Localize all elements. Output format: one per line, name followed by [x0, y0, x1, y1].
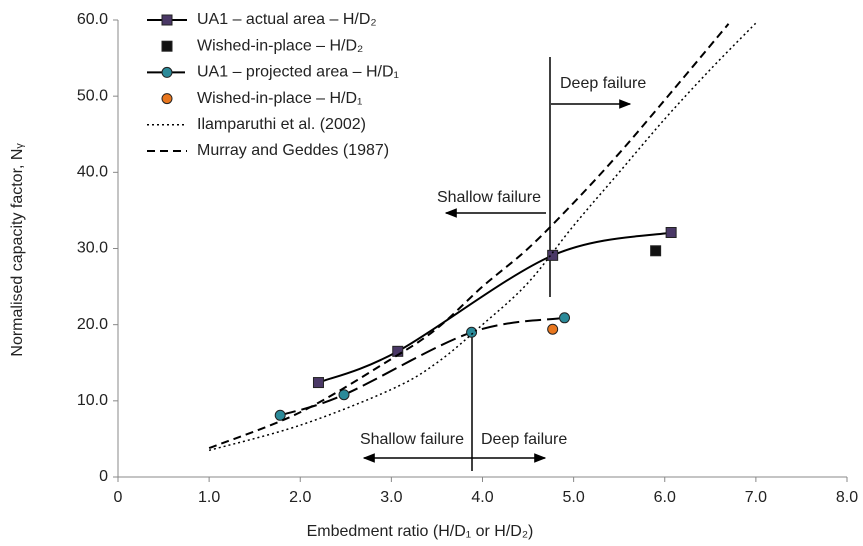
marker — [338, 389, 350, 401]
marker — [161, 66, 173, 78]
marker — [161, 93, 173, 105]
annotation: Deep failure — [481, 431, 567, 448]
annotation: Shallow failure — [437, 189, 541, 206]
marker — [161, 14, 173, 26]
y-tick-label: 50.0 — [77, 87, 108, 104]
marker — [312, 377, 324, 389]
legend-label: Murray and Geddes (1987) — [197, 142, 389, 159]
x-tick-label: 0 — [114, 489, 123, 506]
y-tick-label: 30.0 — [77, 240, 108, 257]
x-axis-label: Embedment ratio (H/D₁ or H/D₂) — [307, 523, 534, 540]
marker — [161, 40, 173, 52]
y-tick-label: 60.0 — [77, 11, 108, 28]
legend: UA1 – actual area – H/D₂ Wished-in-place … — [147, 11, 399, 159]
annotation: Deep failure — [560, 75, 646, 92]
series-line — [318, 231, 672, 384]
marker — [547, 323, 559, 335]
series-line — [208, 22, 757, 452]
x-tick-label: 6.0 — [654, 489, 676, 506]
marker — [274, 409, 286, 421]
x-tick-label: 2.0 — [289, 489, 311, 506]
x-tick-label: 7.0 — [745, 489, 767, 506]
x-tick-label: 4.0 — [471, 489, 493, 506]
y-tick-label: 20.0 — [77, 316, 108, 333]
legend-label: Ilamparuthi et al. (2002) — [197, 116, 366, 133]
legend-label: UA1 – actual area – H/D₂ — [197, 11, 377, 28]
legend-label: Wished-in-place – H/D₁ — [197, 90, 362, 107]
y-tick-label: 10.0 — [77, 392, 108, 409]
x-tick-label: 8.0 — [836, 489, 858, 506]
y-tick-label: 40.0 — [77, 164, 108, 181]
series-line — [208, 23, 730, 449]
y-axis-label: Normalised capacity factor, Nᵧ — [9, 143, 26, 357]
annotation: Shallow failure — [360, 431, 464, 448]
legend-label: UA1 – projected area – H/D₁ — [197, 64, 399, 81]
marker — [650, 245, 662, 257]
y-tick-label: 0 — [99, 468, 108, 485]
x-tick-label: 1.0 — [198, 489, 220, 506]
legend-label: Wished-in-place – H/D₂ — [197, 37, 363, 54]
marker — [665, 227, 677, 239]
marker — [466, 326, 478, 338]
marker — [392, 345, 404, 357]
marker — [559, 312, 571, 324]
x-tick-label: 3.0 — [380, 489, 402, 506]
marker — [547, 249, 559, 261]
x-tick-label: 5.0 — [563, 489, 585, 506]
